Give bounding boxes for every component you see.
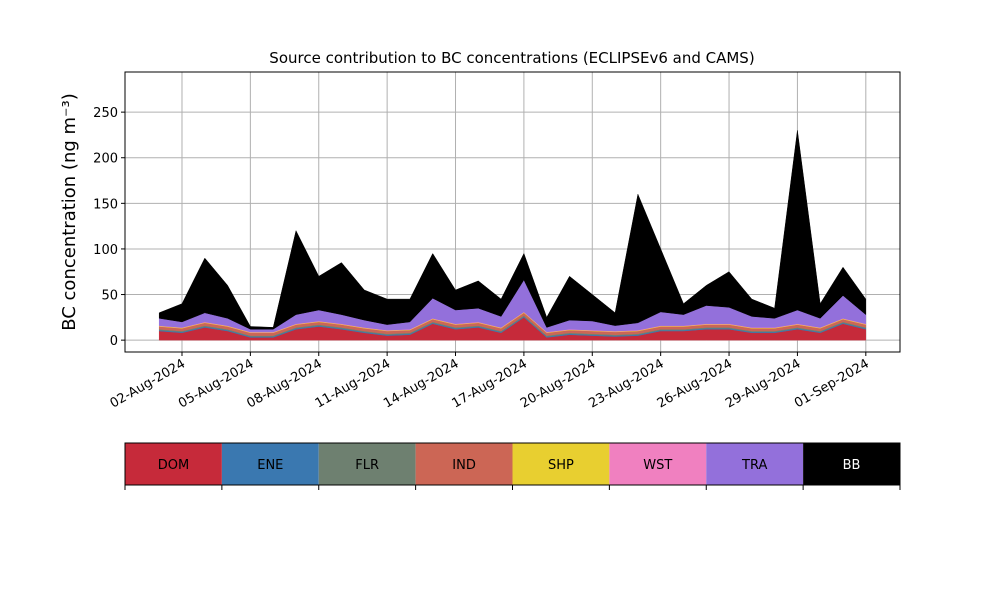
y-tick-label: 100 xyxy=(93,243,118,258)
y-tick-label: 50 xyxy=(101,289,118,304)
y-tick-label: 150 xyxy=(93,197,118,212)
legend-label: TRA xyxy=(741,458,767,473)
legend-frame xyxy=(124,442,901,486)
legend-label: BB xyxy=(843,458,861,473)
legend-swatch xyxy=(512,443,610,485)
x-tick-label: 17-Aug-2024 xyxy=(450,356,530,411)
legend-swatch xyxy=(318,443,416,485)
y-tick-label: 0 xyxy=(110,334,118,349)
y-tick-label: 200 xyxy=(93,152,118,167)
legend-swatch xyxy=(221,443,319,485)
x-tick-label: 05-Aug-2024 xyxy=(176,356,256,411)
x-tick-label: 29-Aug-2024 xyxy=(723,356,803,411)
legend-swatch xyxy=(125,443,222,485)
chart-title: Source contribution to BC concentrations… xyxy=(269,49,754,67)
x-tick-label: 08-Aug-2024 xyxy=(244,356,324,411)
y-axis-label: BC concentration (ng m⁻³) xyxy=(59,93,80,331)
x-tick-label: 26-Aug-2024 xyxy=(655,356,735,411)
plot-frame xyxy=(124,71,901,353)
legend-swatch xyxy=(415,443,513,485)
x-tick-label: 02-Aug-2024 xyxy=(108,356,188,411)
legend-swatch xyxy=(706,443,804,485)
y-tick-label: 250 xyxy=(93,106,118,121)
x-tick-label: 01-Sep-2024 xyxy=(792,356,872,411)
legend-label: SHP xyxy=(548,458,574,473)
x-tick-label: 20-Aug-2024 xyxy=(518,356,598,411)
area xyxy=(158,130,867,330)
legend-label: ENE xyxy=(257,458,283,473)
legend-label: FLR xyxy=(355,458,379,473)
x-tick-label: 11-Aug-2024 xyxy=(313,356,393,411)
x-tick-label: 23-Aug-2024 xyxy=(586,356,666,411)
legend-label: DOM xyxy=(158,458,189,473)
legend-label: WST xyxy=(643,458,672,473)
x-tick-label: 14-Aug-2024 xyxy=(381,356,461,411)
legend-swatch xyxy=(803,443,900,485)
legend-swatch xyxy=(609,443,707,485)
legend-label: IND xyxy=(452,458,476,473)
